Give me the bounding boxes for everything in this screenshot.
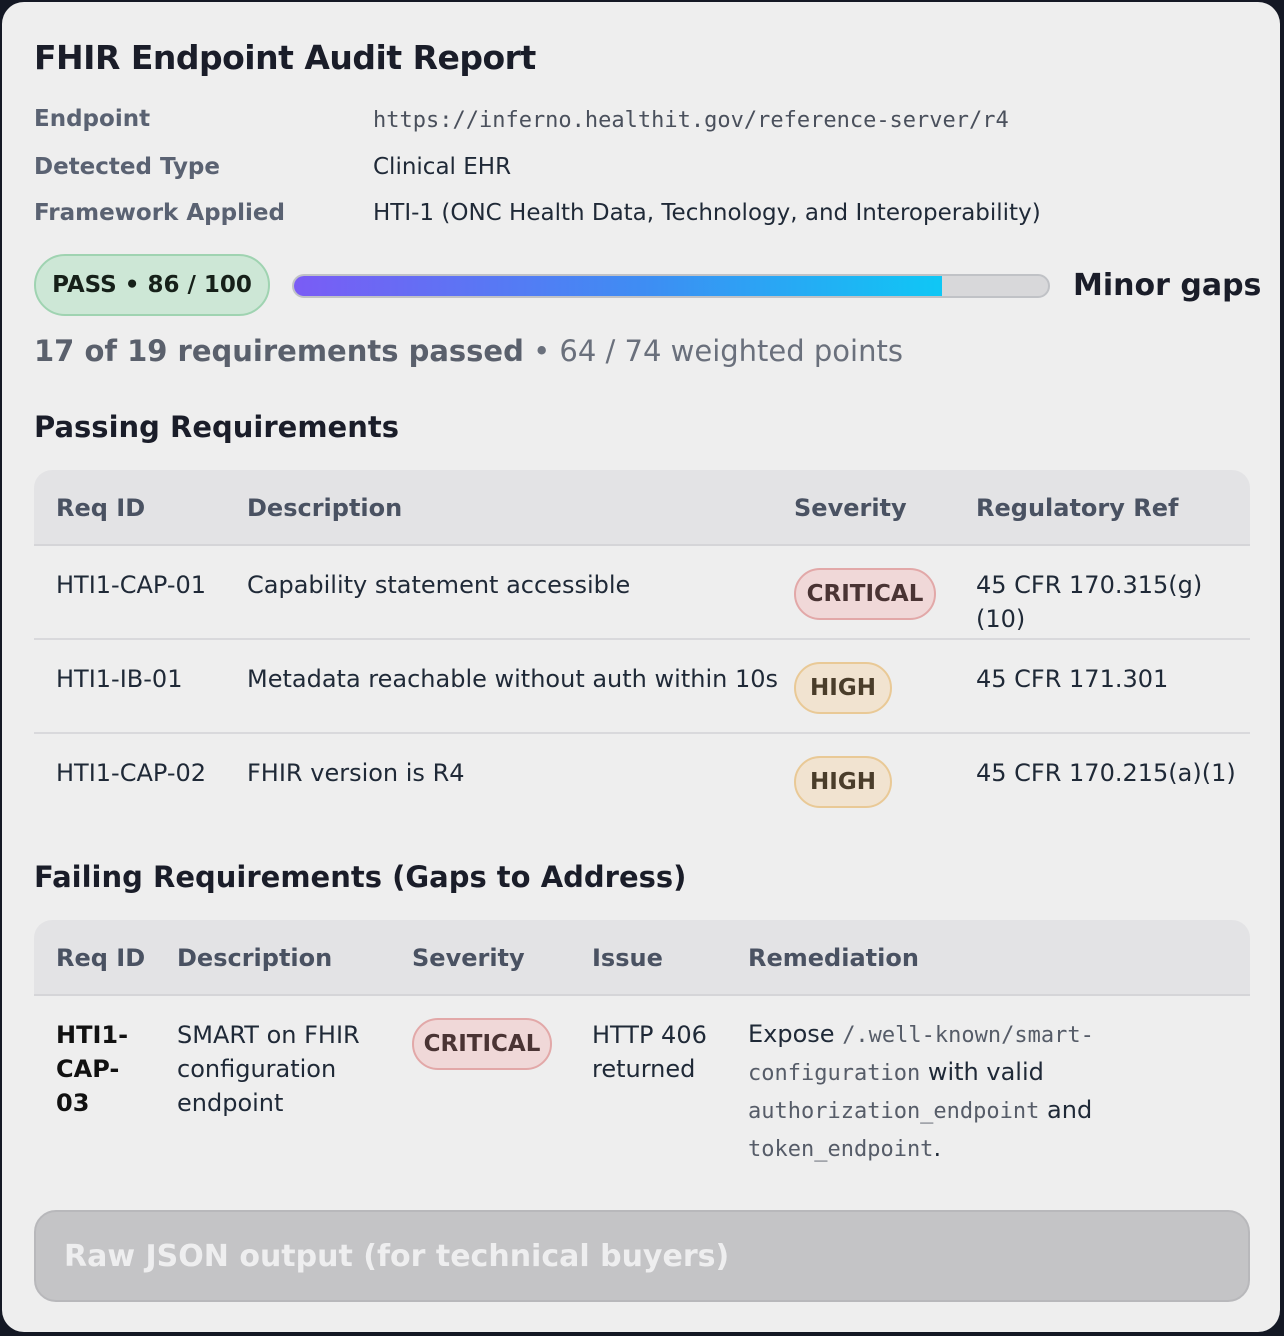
table-header: Req ID Description Severity Regulatory R…: [34, 470, 1250, 546]
column-header: Req ID: [56, 944, 146, 972]
table-row: HTI1-IB-01 Metadata reachable without au…: [34, 640, 1250, 734]
meta-label: Endpoint: [34, 106, 151, 132]
req-id-line: 03: [56, 1089, 90, 1117]
column-header: Severity: [794, 494, 907, 522]
req-id: HTI1- CAP- 03: [56, 1018, 128, 1120]
raw-json-toggle-button[interactable]: Raw JSON output (for technical buyers): [34, 1210, 1250, 1302]
failing-section-title: Failing Requirements (Gaps to Address): [34, 860, 687, 894]
remediation-text-part: with valid: [920, 1058, 1044, 1086]
failing-table: Req ID Description Severity Issue Remedi…: [34, 920, 1250, 1180]
description-line: endpoint: [177, 1089, 284, 1117]
remediation-text-part: .: [933, 1134, 942, 1162]
req-description: Capability statement accessible: [247, 571, 631, 599]
severity-badge: CRITICAL: [794, 568, 936, 620]
severity-badge: HIGH: [794, 662, 892, 714]
req-id-line: HTI1-: [56, 1021, 129, 1049]
req-description: SMART on FHIR configuration endpoint: [177, 1018, 360, 1120]
column-header: Issue: [592, 944, 663, 972]
severity-badge: CRITICAL: [412, 1018, 552, 1070]
page-title: FHIR Endpoint Audit Report: [34, 38, 536, 77]
table-row: HTI1-CAP-01 Capability statement accessi…: [34, 546, 1250, 640]
issue-text: HTTP 406 returned: [592, 1018, 707, 1086]
score-progress-bar: [292, 274, 1050, 298]
score-status-label: Minor gaps: [1073, 268, 1262, 303]
endpoint-url: https://inferno.healthit.gov/reference-s…: [373, 108, 1009, 133]
table-header: Req ID Description Severity Issue Remedi…: [34, 920, 1250, 996]
description-line: configuration: [177, 1055, 337, 1083]
column-header: Description: [247, 494, 403, 522]
regulatory-ref: 45 CFR 170.215(a)(1): [976, 759, 1236, 787]
remediation-code: token_endpoint: [748, 1137, 934, 1162]
score-progress-fill: [294, 276, 943, 296]
table-row: HTI1-CAP-02 FHIR version is R4 HIGH 45 C…: [34, 734, 1250, 818]
passing-table: Req ID Description Severity Regulatory R…: [34, 470, 1250, 818]
summary-points: • 64 / 74 weighted points: [523, 334, 903, 368]
meta-label: Detected Type: [34, 154, 220, 180]
req-id-line: CAP-: [56, 1055, 120, 1083]
req-id: HTI1-CAP-02: [56, 759, 207, 787]
description-line: SMART on FHIR: [177, 1021, 360, 1049]
regulatory-ref: 45 CFR 171.301: [976, 665, 1169, 693]
req-id: HTI1-IB-01: [56, 665, 183, 693]
remediation-text-part: Expose: [748, 1020, 843, 1048]
summary-passed: 17 of 19 requirements passed: [34, 334, 524, 368]
detected-type-value: Clinical EHR: [373, 154, 512, 180]
framework-value: HTI-1 (ONC Health Data, Technology, and …: [373, 200, 1041, 226]
column-header: Description: [177, 944, 333, 972]
regulatory-ref: 45 CFR 170.315(g)(10): [976, 571, 1203, 633]
remediation-code: /.well-known/smart-: [842, 1023, 1094, 1048]
req-id: HTI1-CAP-01: [56, 571, 207, 599]
table-row: HTI1- CAP- 03 SMART on FHIR configuratio…: [34, 996, 1250, 1176]
issue-line: HTTP 406: [592, 1021, 707, 1049]
remediation-text-part: and: [1039, 1096, 1093, 1124]
column-header: Severity: [412, 944, 525, 972]
issue-line: returned: [592, 1055, 696, 1083]
req-description: Metadata reachable without auth within 1…: [247, 665, 778, 693]
remediation-code: authorization_endpoint: [748, 1099, 1040, 1124]
column-header: Regulatory Ref: [976, 494, 1179, 522]
requirements-summary: 17 of 19 requirements passed • 64 / 74 w…: [34, 334, 903, 368]
column-header: Remediation: [748, 944, 919, 972]
severity-badge: HIGH: [794, 756, 892, 808]
remediation-code: configuration: [748, 1061, 921, 1086]
passing-section-title: Passing Requirements: [34, 410, 399, 444]
score-badge: PASS • 86 / 100: [34, 254, 270, 316]
meta-label: Framework Applied: [34, 200, 285, 226]
req-description: FHIR version is R4: [247, 759, 465, 787]
column-header: Req ID: [56, 494, 146, 522]
remediation-text: Expose /.well-known/smart- configuration…: [748, 1016, 1218, 1168]
